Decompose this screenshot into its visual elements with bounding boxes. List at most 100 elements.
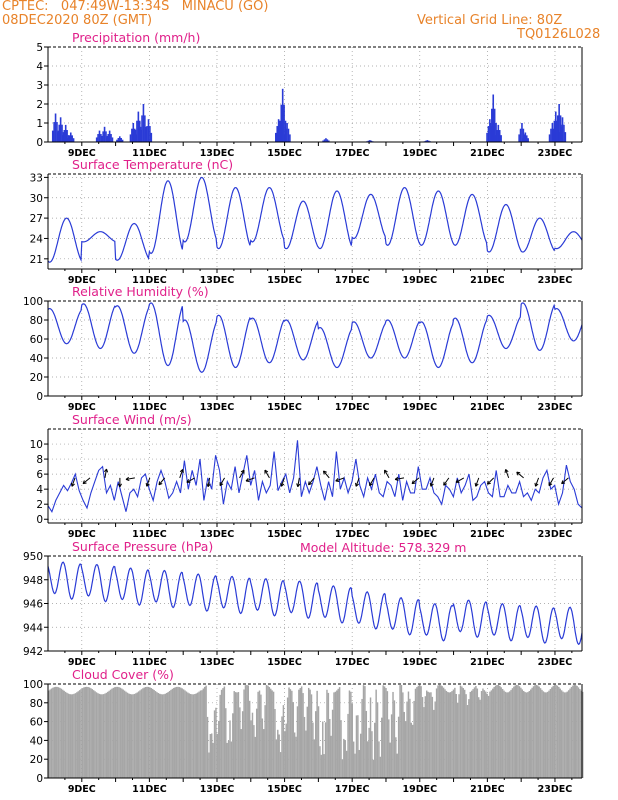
wind-arrow-head xyxy=(535,483,539,487)
cloud-bar xyxy=(291,690,293,778)
cloud-bar xyxy=(395,737,397,778)
cloud-bar xyxy=(407,691,410,778)
cloud-bar xyxy=(208,752,210,778)
cloud-bar xyxy=(185,691,188,778)
panel-3: 0 20 40 60 80 100 9DEC 11DEC 13DEC 15DEC 17DEC 19DE… xyxy=(23,284,583,413)
cloud-bar xyxy=(433,709,435,778)
cloud-bar xyxy=(413,700,415,778)
cloud-bar xyxy=(126,692,129,778)
y-tick-label: 21 xyxy=(30,254,43,266)
cloud-bar xyxy=(233,691,235,778)
precip-bar xyxy=(58,124,61,142)
cloud-bar xyxy=(535,684,538,778)
cloud-bar xyxy=(70,694,72,778)
precip-bar xyxy=(144,132,147,142)
x-tick-label: 15DEC xyxy=(267,784,302,795)
cloud-bar xyxy=(144,687,147,778)
x-tick-label: 21DEC xyxy=(470,529,505,540)
cloud-bar xyxy=(123,690,126,778)
y-tick-label: 2 xyxy=(36,99,43,111)
y-tick-label: 80 xyxy=(30,315,43,327)
x-tick-label: 19DEC xyxy=(402,275,437,286)
cloud-bar xyxy=(164,693,167,778)
cloud-bar xyxy=(447,692,449,778)
cloud-bar xyxy=(275,739,278,778)
cloud-bar xyxy=(237,692,240,778)
cloud-bar xyxy=(85,686,88,778)
panel-title: Surface Wind (m/s) xyxy=(72,412,192,427)
cloud-bar xyxy=(449,692,452,778)
wind-arrow-head xyxy=(158,483,163,486)
cloud-bar xyxy=(192,694,195,778)
wind-arrow xyxy=(505,469,510,479)
cloud-bar xyxy=(521,689,524,778)
cloud-bar xyxy=(225,708,227,778)
cloud-bar xyxy=(381,717,383,778)
cloud-bar xyxy=(215,707,217,778)
grid-line-note: Vertical Grid Line: 80Z xyxy=(417,13,563,28)
cloud-bar xyxy=(108,690,110,778)
precip-bar xyxy=(286,123,288,142)
cloud-bar xyxy=(340,720,342,778)
cloud-bar xyxy=(83,687,85,778)
cloud-bar xyxy=(293,732,296,778)
cloud-bar xyxy=(538,686,540,778)
cloud-bar xyxy=(354,753,356,778)
cloud-bar xyxy=(532,686,535,778)
x-tick-label: 11DEC xyxy=(132,529,167,540)
x-tick-label: 13DEC xyxy=(200,275,235,286)
cloud-bar xyxy=(556,685,559,778)
cloud-bar xyxy=(531,687,533,778)
precip-bar xyxy=(369,140,371,142)
precip-bar xyxy=(498,130,501,142)
cloud-bar xyxy=(87,686,89,778)
wind-arrow-head xyxy=(394,478,399,482)
cloud-bar xyxy=(114,687,116,778)
cloud-bar xyxy=(463,689,466,778)
cloud-bar xyxy=(211,733,213,778)
cloud-bar xyxy=(423,707,425,778)
x-tick-label: 17DEC xyxy=(335,148,370,159)
x-tick-label: 23DEC xyxy=(538,148,573,159)
cloud-bar xyxy=(230,741,233,778)
cloud-bar xyxy=(472,689,474,778)
precip-bar xyxy=(279,120,281,142)
cloud-bar xyxy=(418,685,421,778)
cloud-bar xyxy=(487,695,490,778)
precip-bar xyxy=(57,132,59,142)
wind-arrow-head xyxy=(475,483,479,487)
cloud-bar xyxy=(580,690,583,778)
cloud-bar xyxy=(452,689,455,778)
cloud-bar xyxy=(240,729,242,778)
cloud-bar xyxy=(154,691,157,778)
cloud-bar xyxy=(479,699,481,778)
precip-bar xyxy=(276,126,279,142)
cloud-bar xyxy=(442,687,445,778)
cloud-bar xyxy=(212,742,214,778)
x-tick-label: 15DEC xyxy=(267,148,302,159)
cloud-bar xyxy=(458,694,460,778)
cloud-bar xyxy=(143,687,146,778)
cloud-bar xyxy=(69,694,71,778)
y-tick-label: 40 xyxy=(30,735,43,747)
cloud-bar xyxy=(229,720,231,778)
x-tick-label: 13DEC xyxy=(200,529,235,540)
precip-bar xyxy=(523,135,525,142)
cloud-bar xyxy=(253,725,255,778)
cloud-bar xyxy=(475,685,477,778)
cloud-bar xyxy=(368,727,370,778)
cloud-bar xyxy=(572,685,574,778)
cloud-bar xyxy=(317,706,320,778)
cloud-bar xyxy=(517,685,519,778)
cloud-bar xyxy=(71,694,74,778)
precip-bar xyxy=(486,132,488,142)
precip-bar xyxy=(56,122,58,142)
cloud-bar xyxy=(78,690,81,778)
cloud-bar xyxy=(254,736,257,778)
precip-bar xyxy=(149,126,151,142)
precip-bar xyxy=(53,122,55,142)
cloud-bar xyxy=(149,687,151,778)
wind-arrow-head xyxy=(245,480,250,482)
cloud-bar xyxy=(430,692,432,778)
cloud-bar xyxy=(310,694,313,778)
